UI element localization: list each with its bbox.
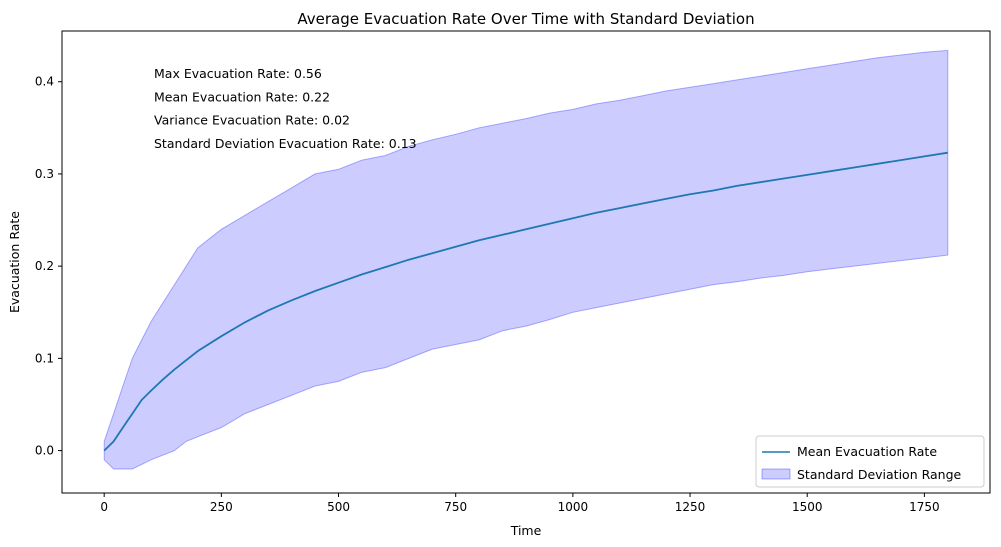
- y-axis-label: Evacuation Rate: [7, 211, 22, 313]
- stats-annotation: Mean Evacuation Rate: 0.22: [154, 89, 330, 104]
- legend-box: [755, 435, 985, 488]
- stats-annotations: Max Evacuation Rate: 0.56 Mean Evacuation…: [154, 66, 417, 151]
- stats-annotation: Variance Evacuation Rate: 0.02: [154, 113, 350, 128]
- x-tick-label: 250: [210, 500, 233, 514]
- chart-title: Average Evacuation Rate Over Time with S…: [297, 10, 754, 28]
- y-axis-ticks: 0.0 0.1 0.2 0.3 0.4: [35, 75, 62, 458]
- y-tick-label: 0.3: [35, 167, 54, 181]
- x-axis-ticks: 0 250 500 750 1000 1250 1500 1750: [100, 493, 940, 514]
- x-tick-label: 0: [100, 500, 108, 514]
- y-tick-label: 0.4: [35, 75, 54, 89]
- plot-area: [103, 49, 949, 470]
- legend-label-mean: Mean Evacuation Rate: [797, 444, 937, 459]
- legend-label-std: Standard Deviation Range: [797, 467, 962, 482]
- x-tick-label: 1750: [909, 500, 940, 514]
- mean-evacuation-line: [103, 151, 948, 452]
- stats-annotation: Max Evacuation Rate: 0.56: [154, 66, 322, 81]
- x-tick-label: 1000: [558, 500, 589, 514]
- x-tick-label: 500: [327, 500, 350, 514]
- y-tick-label: 0.1: [35, 351, 54, 365]
- std-deviation-band: [103, 49, 949, 470]
- y-tick-label: 0.2: [35, 259, 54, 273]
- x-tick-label: 1250: [675, 500, 706, 514]
- stats-annotation: Standard Deviation Evacuation Rate: 0.13: [154, 136, 417, 151]
- y-tick-label: 0.0: [35, 444, 54, 458]
- x-tick-label: 1500: [792, 500, 823, 514]
- x-tick-label: 750: [444, 500, 467, 514]
- x-axis-label: Time: [510, 523, 542, 538]
- legend: Mean Evacuation Rate Standard Deviation …: [755, 435, 985, 488]
- legend-area-swatch: [761, 468, 791, 480]
- axes-frame: [61, 30, 991, 494]
